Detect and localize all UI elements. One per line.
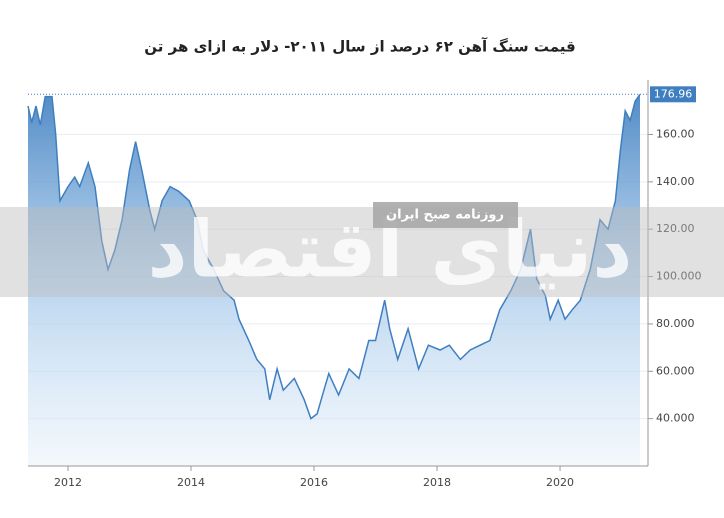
y-tick-label: 100.000	[656, 270, 702, 283]
x-tick-label: 2018	[423, 476, 451, 489]
last-value-label: 176.96	[654, 87, 693, 100]
x-tick-label: 2016	[300, 476, 328, 489]
line	[27, 93, 641, 420]
watermark-sub: روزنامه صبح ایران	[386, 208, 504, 223]
y-tick-label: 160.00	[656, 127, 695, 140]
y-tick-label: 80.000	[656, 317, 695, 330]
watermark-band	[0, 207, 724, 297]
y-tick-label: 140.00	[656, 175, 695, 188]
y-tick-label: 40.000	[656, 412, 695, 425]
area	[28, 94, 641, 467]
x-tick-label: 2020	[546, 476, 574, 489]
x-tick-label: 2014	[177, 476, 205, 489]
chart-title: قیمت سنگ آهن ۶۲ درصد از سال ۲۰۱۱- دلار ب…	[144, 38, 575, 56]
watermark-tag	[373, 202, 518, 228]
y-tick-label: 60.000	[656, 364, 695, 377]
last-value-box	[650, 86, 696, 103]
y-tick-label: 120.00	[656, 222, 695, 235]
x-tick-label: 2012	[54, 476, 82, 489]
